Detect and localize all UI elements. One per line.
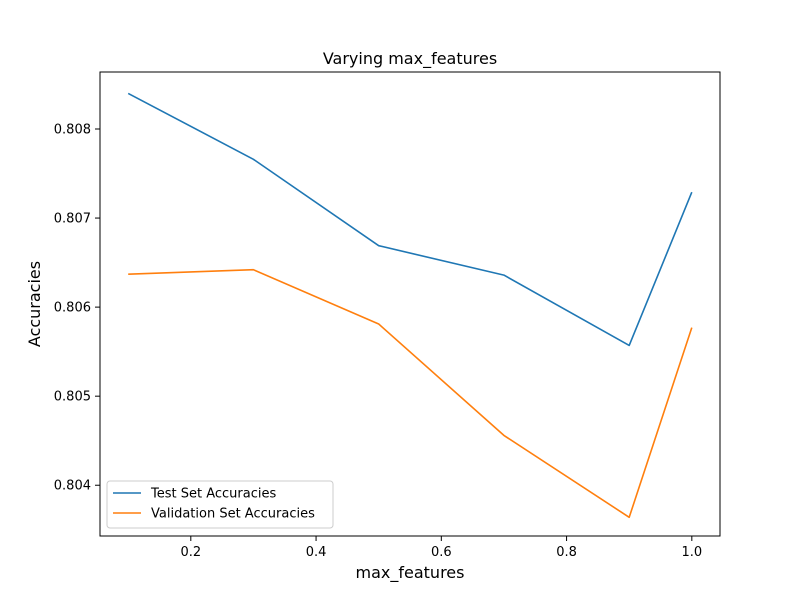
x-axis-ticks: 0.2 0.4 0.6 0.8 1.0 <box>180 536 702 560</box>
x-tick-label: 0.6 <box>431 545 452 560</box>
y-tick-label: 0.804 <box>54 479 91 494</box>
y-tick-label: 0.806 <box>54 301 91 316</box>
y-tick-label: 0.807 <box>54 212 91 227</box>
x-tick-label: 1.0 <box>681 545 702 560</box>
plot-area: 0.2 0.4 0.6 0.8 1.0 0.8040.8050.8060.8070.80… <box>54 71 721 560</box>
y-axis-ticks: 0.804 0.805 0.806 0.807 0.808 <box>54 122 100 494</box>
y-axis-label: Accuracies <box>25 261 44 347</box>
series-line-test <box>127 92 693 347</box>
legend-label: Test Set Accuracies <box>150 487 276 502</box>
chart-title: Varying max_features <box>323 49 497 69</box>
x-tick-label: 0.4 <box>306 545 327 560</box>
plot-frame <box>99 71 721 537</box>
legend-label: Validation Set Accuracies <box>151 507 315 522</box>
legend-items: Test Set Accuracies Validation Set Accura… <box>113 487 315 522</box>
x-axis-label: max_features <box>356 563 465 583</box>
series-lines <box>127 92 693 519</box>
series-line-validation <box>128 268 693 519</box>
y-tick-label: 0.808 <box>54 122 91 137</box>
x-tick-label: 0.2 <box>180 545 201 560</box>
legend: Test Set Accuracies Validation Set Accura… <box>106 480 334 529</box>
legend-box <box>106 480 334 529</box>
y-tick-label: 0.805 <box>54 390 91 405</box>
x-tick-label: 0.8 <box>556 545 577 560</box>
